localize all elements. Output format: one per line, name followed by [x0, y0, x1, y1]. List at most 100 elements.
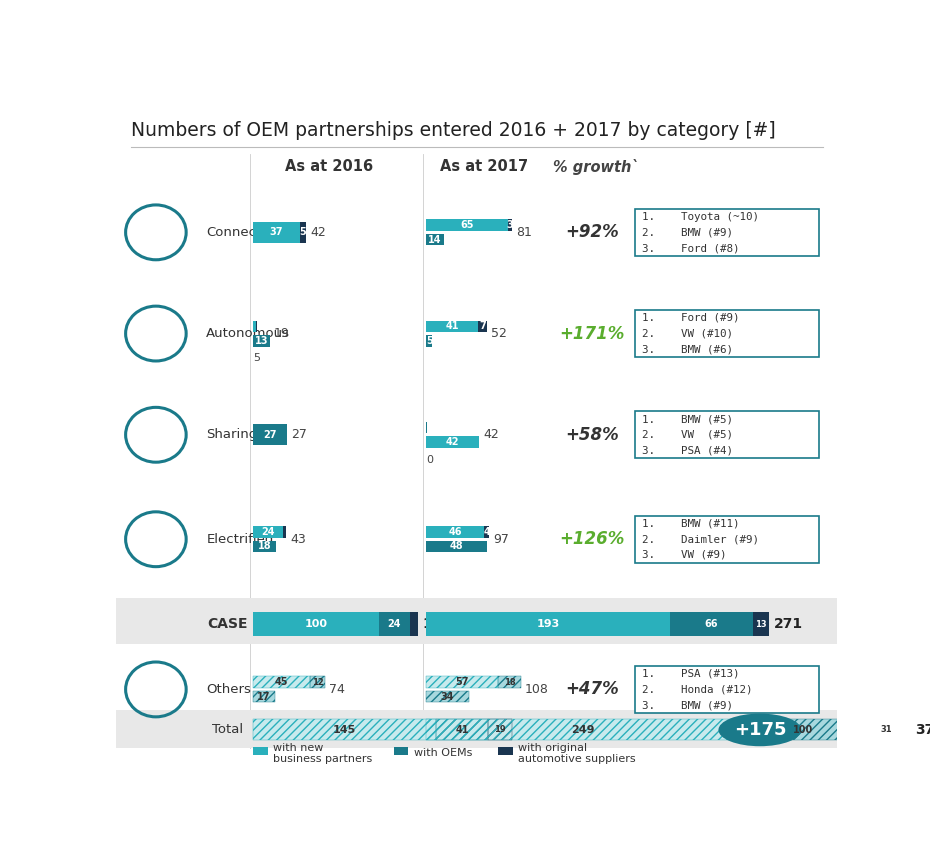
- Text: with new
business partners: with new business partners: [273, 743, 373, 764]
- Text: 379: 379: [915, 722, 930, 737]
- Text: 145: 145: [333, 725, 356, 735]
- Bar: [284, 526, 286, 538]
- Text: Total: Total: [212, 723, 244, 736]
- Text: 57: 57: [456, 678, 469, 687]
- Bar: [426, 220, 508, 231]
- Text: Autonomous: Autonomous: [206, 327, 290, 340]
- Text: Others: Others: [206, 683, 251, 696]
- Text: 41: 41: [455, 725, 469, 735]
- Bar: [253, 540, 276, 552]
- Text: 108: 108: [525, 683, 549, 696]
- Bar: [253, 719, 436, 740]
- Bar: [426, 719, 740, 740]
- Text: As at 2017: As at 2017: [440, 159, 528, 174]
- Text: 5: 5: [299, 227, 306, 237]
- Text: 2.    VW  (#5): 2. VW (#5): [643, 430, 734, 440]
- Bar: [426, 677, 498, 688]
- Bar: [310, 677, 325, 688]
- Text: 19: 19: [274, 327, 289, 340]
- Text: 5: 5: [253, 354, 260, 364]
- Bar: [670, 612, 753, 636]
- Bar: [488, 719, 512, 740]
- Bar: [426, 612, 670, 636]
- Bar: [740, 719, 867, 740]
- Text: 2.    Honda (#12): 2. Honda (#12): [643, 684, 753, 695]
- Text: 0: 0: [426, 455, 433, 465]
- Text: 65: 65: [460, 220, 474, 230]
- Text: +175: +175: [734, 721, 786, 739]
- Text: 12: 12: [312, 678, 324, 687]
- Bar: [867, 719, 906, 740]
- Bar: [379, 612, 409, 636]
- Bar: [310, 677, 325, 688]
- Bar: [740, 719, 867, 740]
- Text: Numbers of OEM partnerships entered 2016 + 2017 by category [#]: Numbers of OEM partnerships entered 2016…: [130, 121, 776, 141]
- Text: 45: 45: [275, 678, 288, 687]
- Bar: [253, 691, 274, 702]
- Text: 3: 3: [507, 220, 513, 230]
- Text: 34: 34: [441, 692, 455, 701]
- Text: 1.    BMW (#11): 1. BMW (#11): [643, 519, 740, 528]
- Bar: [498, 677, 521, 688]
- Bar: [426, 719, 740, 740]
- Text: 27: 27: [263, 430, 277, 440]
- Text: 41: 41: [445, 321, 458, 332]
- Bar: [436, 719, 488, 740]
- FancyBboxPatch shape: [635, 516, 819, 563]
- Bar: [256, 321, 257, 332]
- Bar: [253, 691, 274, 702]
- Text: 204: 204: [516, 722, 545, 737]
- Text: 13: 13: [755, 620, 767, 628]
- Text: 271: 271: [774, 617, 803, 631]
- Text: 97: 97: [494, 533, 510, 546]
- FancyBboxPatch shape: [635, 310, 819, 357]
- Text: 24: 24: [261, 527, 275, 537]
- Bar: [253, 719, 436, 740]
- Text: 2.    Daimler (#9): 2. Daimler (#9): [643, 534, 760, 544]
- Text: 13: 13: [255, 336, 268, 346]
- Bar: [426, 691, 469, 702]
- Text: 24: 24: [388, 619, 401, 629]
- Bar: [426, 436, 479, 448]
- Text: 5: 5: [426, 336, 432, 346]
- Text: 2.    BMW (#9): 2. BMW (#9): [643, 227, 734, 237]
- Bar: [253, 677, 310, 688]
- FancyBboxPatch shape: [635, 209, 819, 256]
- Text: 42: 42: [484, 428, 499, 441]
- Text: 14: 14: [428, 235, 442, 244]
- Text: 18: 18: [504, 678, 515, 687]
- Text: Sharing: Sharing: [206, 428, 258, 441]
- Bar: [426, 540, 486, 552]
- Text: 100: 100: [305, 619, 327, 629]
- FancyBboxPatch shape: [635, 666, 819, 713]
- Text: 17: 17: [258, 692, 271, 701]
- Bar: [436, 719, 488, 740]
- Text: 100: 100: [793, 725, 814, 735]
- Text: with OEMs: with OEMs: [414, 749, 472, 758]
- Text: 1.    PSA (#13): 1. PSA (#13): [643, 669, 740, 678]
- Ellipse shape: [719, 713, 802, 746]
- Bar: [478, 321, 486, 332]
- Text: 42: 42: [445, 437, 459, 447]
- FancyBboxPatch shape: [635, 411, 819, 458]
- Text: 66: 66: [705, 619, 718, 629]
- Text: 74: 74: [329, 683, 345, 696]
- Text: 46: 46: [448, 527, 462, 537]
- Text: 52: 52: [491, 327, 507, 340]
- Bar: [409, 612, 418, 636]
- Bar: [426, 321, 478, 332]
- Text: 1.    Ford (#9): 1. Ford (#9): [643, 313, 740, 323]
- Text: 2.    VW (#10): 2. VW (#10): [643, 328, 734, 338]
- Bar: [253, 424, 287, 445]
- Text: with original
automotive suppliers: with original automotive suppliers: [518, 743, 636, 764]
- Bar: [426, 677, 498, 688]
- Bar: [753, 612, 769, 636]
- Bar: [488, 719, 512, 740]
- Bar: [426, 421, 428, 433]
- Bar: [508, 220, 512, 231]
- Text: 19: 19: [494, 725, 506, 734]
- Bar: [116, 711, 837, 748]
- Text: 31: 31: [880, 725, 892, 734]
- Bar: [498, 677, 521, 688]
- Text: 81: 81: [516, 226, 532, 239]
